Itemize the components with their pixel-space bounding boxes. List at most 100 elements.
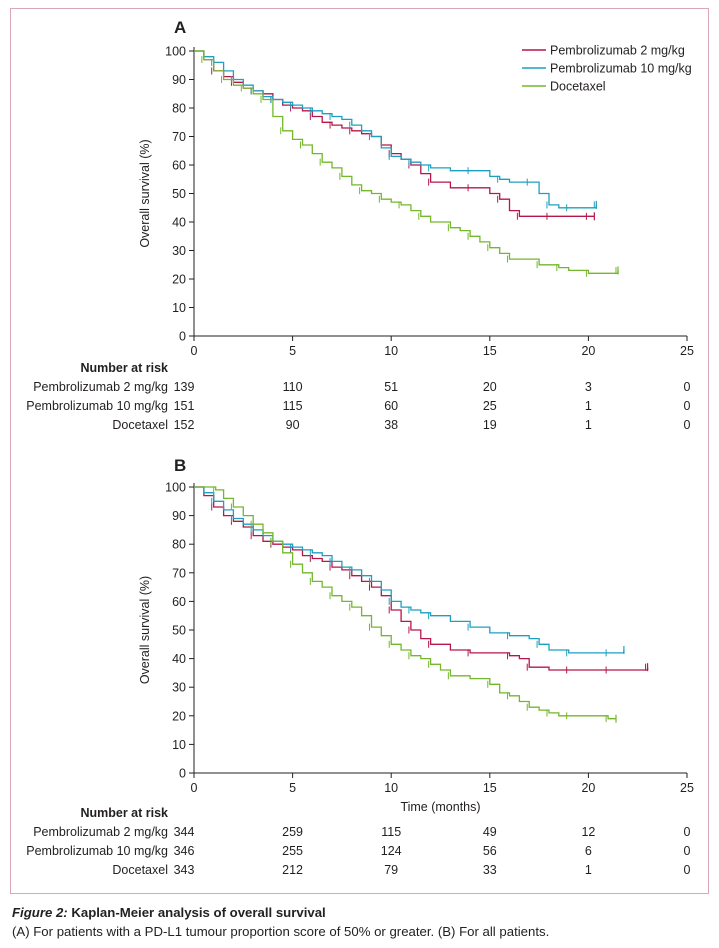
y-tick-label: 30 [172,244,186,258]
y-tick-label: 20 [172,709,186,723]
risk-value: 0 [684,844,691,858]
risk-value: 49 [483,825,497,839]
risk-value: 0 [684,418,691,432]
risk-row-label: Pembrolizumab 2 mg/kg [33,825,168,839]
risk-value: 51 [384,380,398,394]
risk-value: 115 [381,825,401,839]
y-tick-label: 30 [172,681,186,695]
legend-label-2: Pembrolizumab 10 mg/kg [550,62,692,76]
series-line-3 [194,486,616,720]
risk-value: 1 [585,418,592,432]
y-tick-label: 80 [172,538,186,552]
y-tick-label: 10 [172,301,186,315]
x-tick-label: 10 [384,344,398,358]
risk-value: 212 [282,863,303,877]
y-tick-label: 10 [172,738,186,752]
risk-value: 56 [483,844,497,858]
y-tick-label: 40 [172,652,186,666]
risk-value: 0 [684,863,691,877]
y-tick-label: 50 [172,624,186,638]
series-line-3 [194,50,619,274]
legend-label-3: Docetaxel [550,80,606,94]
risk-value: 38 [384,418,398,432]
y-tick-label: 20 [172,273,186,287]
figure-frame [10,8,709,894]
number-at-risk-table: Number at risk Pembrolizumab 2 mg/kg 344 25… [26,806,690,877]
risk-value: 346 [174,844,195,858]
risk-row-label: Pembrolizumab 10 mg/kg [26,399,168,413]
risk-value: 110 [283,380,303,394]
y-tick-label: 80 [172,102,186,116]
y-tick-label: 70 [172,130,186,144]
x-tick-label: 20 [581,344,595,358]
risk-row-label: Pembrolizumab 2 mg/kg [33,380,168,394]
series-line-2 [194,486,625,654]
risk-value: 79 [384,863,398,877]
x-tick-label: 25 [680,781,694,795]
x-tick-label: 0 [191,781,198,795]
risk-value: 0 [684,380,691,394]
risk-value: 259 [282,825,303,839]
figure-caption: Figure 2: Kaplan-Meier analysis of overa… [12,903,712,941]
legend-label-1: Pembrolizumab 2 mg/kg [550,44,685,58]
x-tick-label: 0 [191,344,198,358]
series-line-2 [194,50,597,209]
y-tick-label: 50 [172,187,186,201]
risk-value: 152 [174,418,195,432]
risk-value: 12 [581,825,595,839]
series-line-1 [194,486,649,671]
y-tick-label: 40 [172,216,186,230]
caption-label: Figure 2: [12,905,68,920]
risk-value: 124 [381,844,402,858]
caption-text: (A) For patients with a PD-L1 tumour pro… [12,924,550,939]
x-tick-label: 25 [680,344,694,358]
x-tick-label: 15 [483,781,497,795]
risk-value: 90 [286,418,300,432]
risk-value: 1 [585,863,592,877]
risk-value: 1 [585,399,592,413]
x-tick-label: 5 [289,344,296,358]
risk-value: 115 [283,399,303,413]
x-tick-label: 15 [483,344,497,358]
y-tick-label: 70 [172,566,186,580]
risk-value: 139 [174,380,195,394]
risk-value: 33 [483,863,497,877]
risk-row-label: Docetaxel [112,863,168,877]
risk-value: 255 [282,844,303,858]
series-line-1 [194,50,595,217]
panel-label: A [174,18,186,37]
x-tick-label: 10 [384,781,398,795]
y-tick-label: 90 [172,73,186,87]
risk-row-label: Pembrolizumab 10 mg/kg [26,844,168,858]
risk-value: 0 [684,825,691,839]
risk-value: 20 [483,380,497,394]
panel-label: B [174,456,186,475]
number-at-risk-heading: Number at risk [80,361,168,375]
y-tick-label: 60 [172,159,186,173]
risk-value: 25 [483,399,497,413]
y-tick-label: 100 [165,45,186,59]
risk-value: 6 [585,844,592,858]
number-at-risk-heading: Number at risk [80,806,168,820]
risk-value: 151 [174,399,195,413]
risk-value: 3 [585,380,592,394]
risk-value: 0 [684,399,691,413]
x-tick-label: 20 [581,781,595,795]
y-axis-label: Overall survival (%) [138,139,152,247]
risk-value: 60 [384,399,398,413]
y-tick-label: 0 [179,330,186,344]
risk-value: 19 [483,418,497,432]
risk-value: 344 [174,825,195,839]
y-tick-label: 100 [165,481,186,495]
risk-value: 343 [174,863,195,877]
x-axis-label: Time (months) [400,800,480,814]
y-tick-label: 90 [172,509,186,523]
y-axis-label: Overall survival (%) [138,576,152,684]
caption-title: Kaplan-Meier analysis of overall surviva… [71,905,326,920]
chart-legend: Pembrolizumab 2 mg/kg Pembrolizumab 10 mg… [522,44,692,94]
risk-row-label: Docetaxel [112,418,168,432]
